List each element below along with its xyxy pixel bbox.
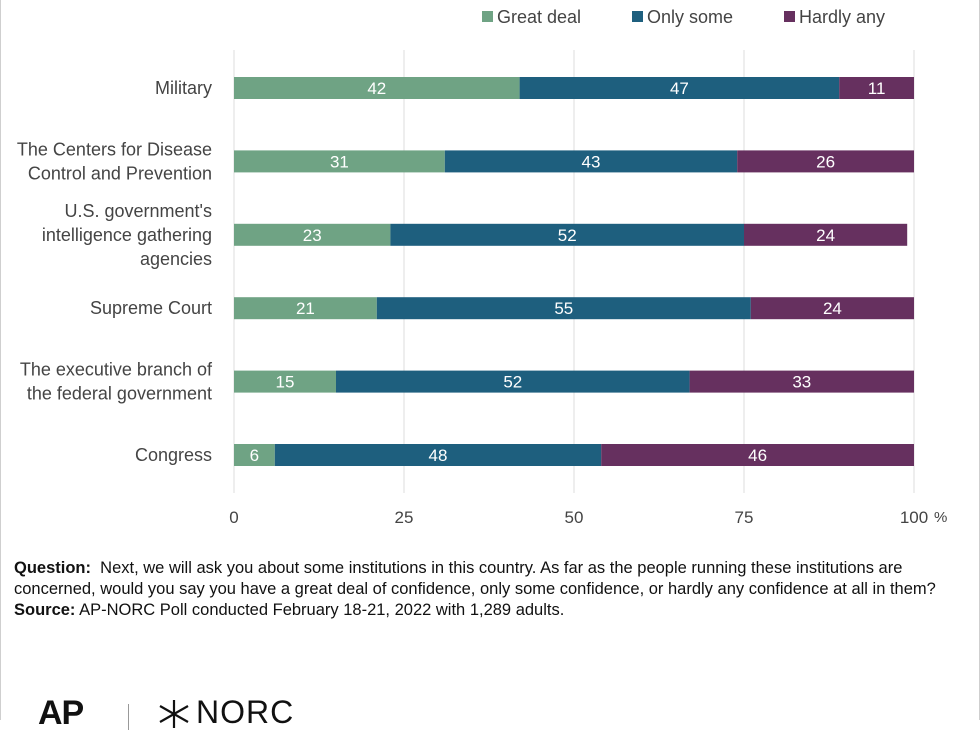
category-label: agencies xyxy=(140,249,212,269)
category-label: the federal government xyxy=(27,384,212,404)
bar-segment xyxy=(689,370,914,393)
x-tick-label: 75 xyxy=(735,508,754,527)
legend-label: Only some xyxy=(647,7,733,27)
data-label: 15 xyxy=(276,373,295,392)
x-unit-label: % xyxy=(934,509,947,526)
stacked-bar-chart: 0 25 50 75 100 % 42 47 11 Military 31 43 26 The Cente… xyxy=(17,7,947,527)
data-label: 47 xyxy=(670,79,689,98)
bar-segment xyxy=(336,370,690,393)
bar-segment xyxy=(744,223,908,246)
category-label: U.S. government's xyxy=(65,201,213,221)
data-label: 24 xyxy=(816,226,835,245)
data-label: 11 xyxy=(868,79,886,98)
data-label: 46 xyxy=(748,446,767,465)
legend-label: Great deal xyxy=(497,7,581,27)
data-label: 43 xyxy=(582,152,601,171)
data-label: 55 xyxy=(554,299,573,318)
data-label: 31 xyxy=(330,152,349,171)
x-tick-label: 0 xyxy=(229,508,238,527)
category-label: Military xyxy=(155,78,212,98)
data-label: 33 xyxy=(792,373,811,392)
bar-segment xyxy=(234,444,275,466)
category-label: Congress xyxy=(135,445,212,465)
question-label: Question: xyxy=(14,559,91,577)
chart-notes: Question: Next, we will ask you about so… xyxy=(14,558,964,621)
bar-segment xyxy=(376,297,751,320)
bar-segment xyxy=(234,77,520,99)
logo-divider xyxy=(128,704,129,730)
bar-segment xyxy=(274,444,602,466)
category-label: Control and Prevention xyxy=(28,163,212,183)
data-label: 52 xyxy=(503,373,522,392)
data-label: 26 xyxy=(816,152,835,171)
data-label: 42 xyxy=(367,79,386,98)
question-text: Next, we will ask you about some institu… xyxy=(14,559,936,598)
legend-swatch xyxy=(482,11,493,22)
data-label: 24 xyxy=(823,299,842,318)
data-label: 48 xyxy=(429,446,448,465)
legend-swatch xyxy=(632,11,643,22)
source-note: Source: AP-NORC Poll conducted February … xyxy=(14,600,964,621)
data-label: 21 xyxy=(296,299,315,318)
x-tick-label: 25 xyxy=(395,508,414,527)
bar-segment xyxy=(234,297,377,320)
bar-segment xyxy=(737,150,914,173)
bar-segment xyxy=(234,223,391,246)
bar-segment xyxy=(390,223,744,246)
ap-logo: AP xyxy=(38,694,84,732)
bar-segment xyxy=(519,77,840,99)
data-label: 52 xyxy=(558,226,577,245)
frame-left-border xyxy=(0,0,1,720)
category-label: intelligence gathering xyxy=(42,225,212,245)
x-tick-label: 50 xyxy=(565,508,584,527)
norc-logo: NORC xyxy=(196,694,295,730)
source-text: AP-NORC Poll conducted February 18-21, 2… xyxy=(79,601,565,619)
x-tick-label: 100 xyxy=(900,508,928,527)
source-label: Source: xyxy=(14,601,76,619)
legend-swatch xyxy=(784,11,795,22)
bar-segment xyxy=(601,444,914,466)
bar-segment xyxy=(839,77,914,99)
category-label: The Centers for Disease xyxy=(17,139,212,159)
bar-segment xyxy=(444,150,738,173)
data-label: 23 xyxy=(303,226,322,245)
bar-segment xyxy=(234,150,445,173)
category-label: The executive branch of xyxy=(20,360,213,380)
question-note: Question: Next, we will ask you about so… xyxy=(14,558,964,600)
legend-label: Hardly any xyxy=(799,7,885,27)
norc-star-icon xyxy=(159,700,189,728)
data-label: 6 xyxy=(250,446,259,465)
bar-segment xyxy=(750,297,914,320)
category-label: Supreme Court xyxy=(90,298,212,318)
bar-segment xyxy=(234,370,336,393)
